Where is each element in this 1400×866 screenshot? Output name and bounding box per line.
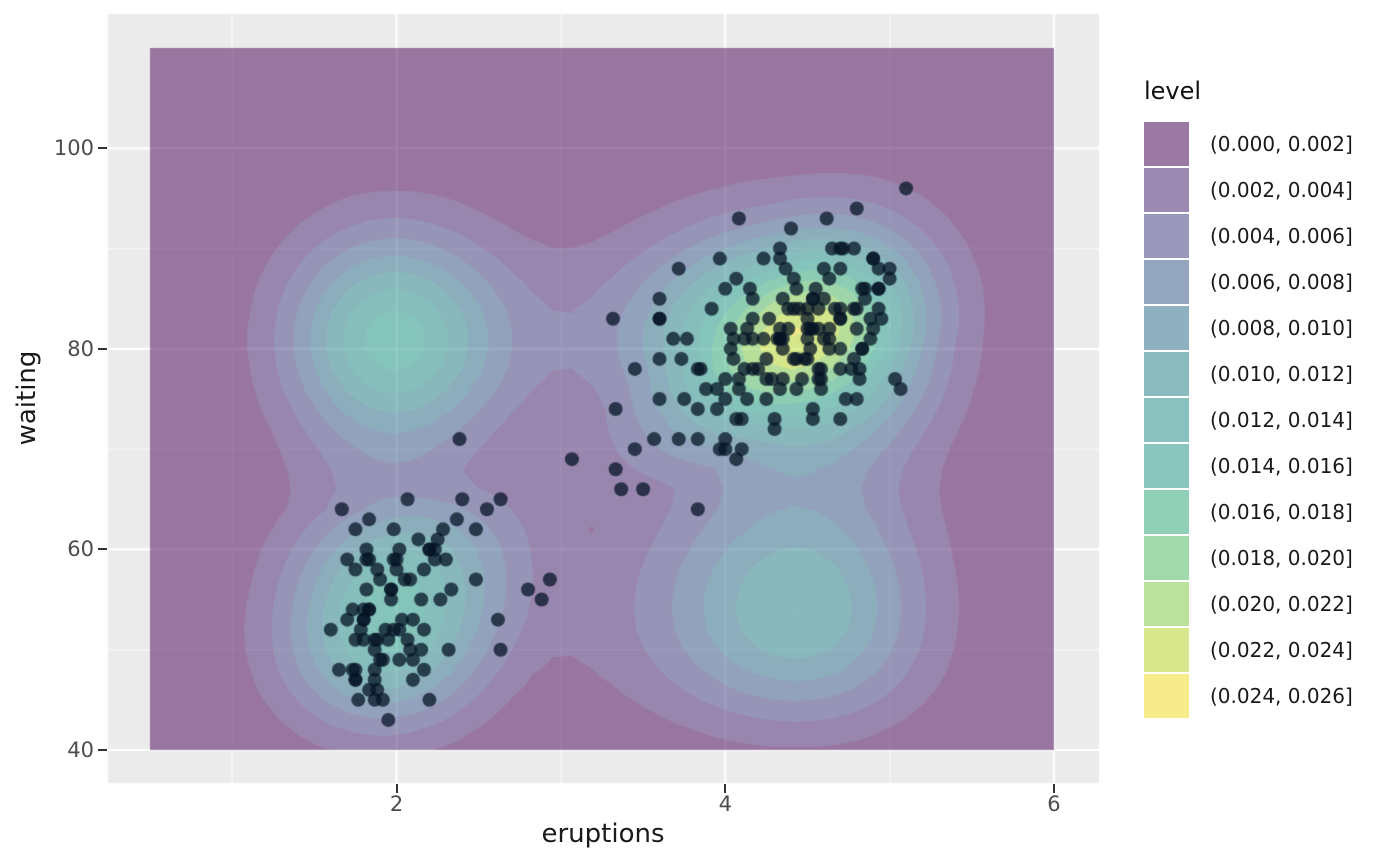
legend-entry-label: (0.002, 0.004] xyxy=(1210,178,1353,202)
legend-entry-label: (0.018, 0.020] xyxy=(1210,546,1353,570)
y-axis-title: waiting xyxy=(12,350,42,446)
legend-key-swatch xyxy=(1144,490,1189,534)
y-tick-label: 100 xyxy=(53,136,94,161)
legend-item: (0.002, 0.004] xyxy=(1144,168,1394,212)
legend-key-swatch xyxy=(1144,306,1189,350)
legend-item: (0.016, 0.018] xyxy=(1144,490,1394,534)
legend-key-fill xyxy=(1144,260,1189,304)
legend-key-fill xyxy=(1144,214,1189,258)
legend-item: (0.008, 0.010] xyxy=(1144,306,1394,350)
y-tick-mark xyxy=(98,347,107,350)
legend-item: (0.006, 0.008] xyxy=(1144,260,1394,304)
legend-key-fill xyxy=(1144,444,1189,488)
legend: level (0.000, 0.002] (0.002, 0.004] (0.004… xyxy=(1144,77,1394,720)
x-tick-mark xyxy=(724,784,727,793)
x-tick-mark xyxy=(395,784,398,793)
legend-entry-label: (0.014, 0.016] xyxy=(1210,454,1353,478)
legend-entry-label: (0.016, 0.018] xyxy=(1210,500,1353,524)
legend-item: (0.018, 0.020] xyxy=(1144,536,1394,580)
legend-title: level xyxy=(1144,77,1202,105)
legend-item: (0.020, 0.022] xyxy=(1144,582,1394,626)
legend-item: (0.014, 0.016] xyxy=(1144,444,1394,488)
legend-key-swatch xyxy=(1144,168,1189,212)
legend-item: (0.022, 0.024] xyxy=(1144,628,1394,672)
x-tick-mark xyxy=(1052,784,1055,793)
legend-key-fill xyxy=(1144,122,1189,166)
legend-entry-label: (0.006, 0.008] xyxy=(1210,270,1353,294)
legend-key-swatch xyxy=(1144,352,1189,396)
y-tick-mark xyxy=(98,749,107,751)
legend-entry-label: (0.010, 0.012] xyxy=(1210,362,1353,386)
legend-key-fill xyxy=(1144,582,1189,626)
y-tick-mark xyxy=(98,548,107,551)
x-tick-label: 2 xyxy=(389,792,404,816)
y-tick-label: 80 xyxy=(67,336,94,361)
legend-entry-label: (0.022, 0.024] xyxy=(1210,638,1353,662)
legend-key-fill xyxy=(1144,352,1189,396)
legend-key-fill xyxy=(1144,168,1189,212)
legend-entry-label: (0.020, 0.022] xyxy=(1210,592,1353,616)
legend-key-fill xyxy=(1144,490,1189,534)
legend-key-swatch xyxy=(1144,398,1189,442)
x-tick-label: 4 xyxy=(718,792,732,816)
legend-key-fill xyxy=(1144,398,1189,442)
legend-entry-label: (0.000, 0.002] xyxy=(1210,132,1353,156)
x-tick-label: 6 xyxy=(1047,792,1061,816)
legend-entry-label: (0.012, 0.014] xyxy=(1210,408,1353,432)
legend-key-fill xyxy=(1144,674,1189,718)
legend-items: (0.000, 0.002] (0.002, 0.004] (0.004, 0.00… xyxy=(1144,122,1394,718)
legend-key-fill xyxy=(1144,628,1189,672)
y-tick-label: 60 xyxy=(67,537,94,562)
legend-key-fill xyxy=(1144,536,1189,580)
legend-entry-label: (0.008, 0.010] xyxy=(1210,316,1353,340)
legend-key-swatch xyxy=(1144,444,1189,488)
legend-item: (0.004, 0.006] xyxy=(1144,214,1394,258)
legend-key-swatch xyxy=(1144,260,1189,304)
x-axis-title: eruptions xyxy=(541,819,665,849)
legend-entry-label: (0.024, 0.026] xyxy=(1210,684,1353,708)
y-tick-label: 40 xyxy=(67,738,94,762)
legend-key-swatch xyxy=(1144,628,1189,672)
legend-key-swatch xyxy=(1144,214,1189,258)
legend-item: (0.012, 0.014] xyxy=(1144,398,1394,442)
legend-item: (0.024, 0.026] xyxy=(1144,674,1394,718)
legend-item: (0.010, 0.012] xyxy=(1144,352,1394,396)
legend-item: (0.000, 0.002] xyxy=(1144,122,1394,166)
legend-key-swatch xyxy=(1144,536,1189,580)
legend-key-fill xyxy=(1144,306,1189,350)
legend-entry-label: (0.004, 0.006] xyxy=(1210,224,1353,248)
legend-key-swatch xyxy=(1144,674,1189,718)
legend-key-swatch xyxy=(1144,582,1189,626)
y-tick-mark xyxy=(98,147,107,150)
legend-key-swatch xyxy=(1144,122,1189,166)
